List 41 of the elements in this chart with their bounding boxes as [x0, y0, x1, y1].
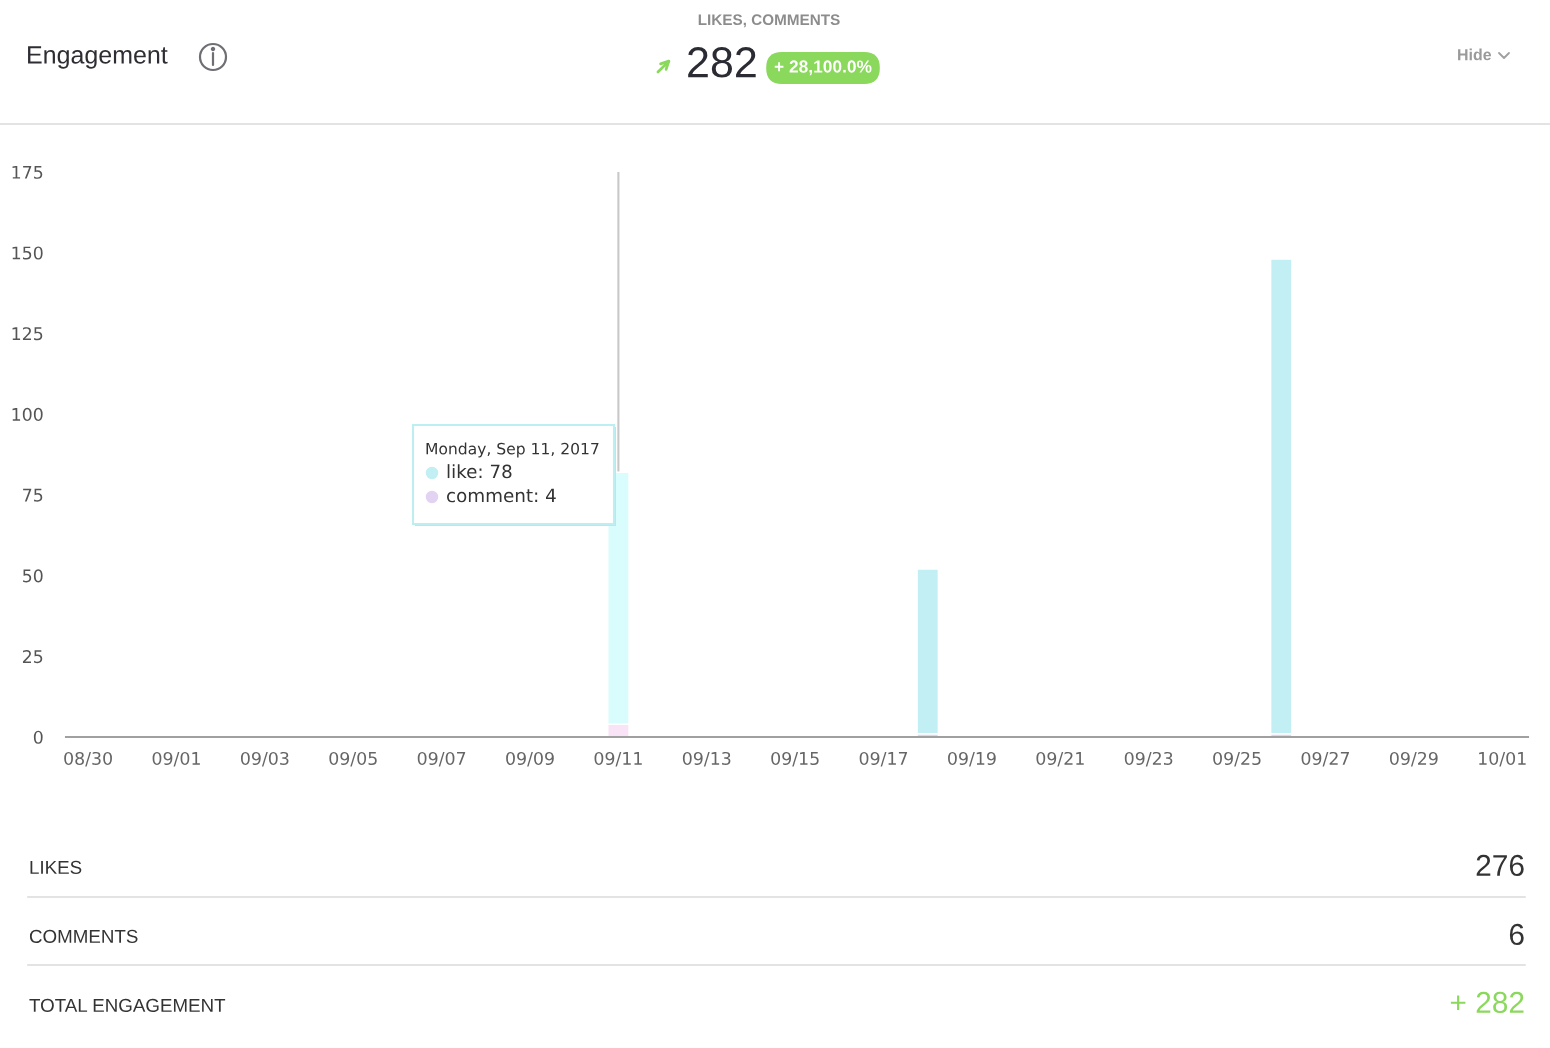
text: Hide [1458, 48, 1492, 61]
x-tick-label: 09/09 [506, 751, 554, 767]
x-tick-label: 09/21 [1036, 751, 1084, 767]
text: 282 [688, 47, 756, 78]
x-tick-label: 09/19 [948, 751, 996, 767]
x-tick-label: 10/01 [1479, 751, 1526, 767]
x-tick-label: 09/01 [152, 751, 200, 767]
y-tick-label: 100 [12, 407, 43, 421]
x-tick-label: 09/23 [1124, 751, 1173, 767]
y-tick-label: 50 [23, 569, 43, 583]
y-tick-label: 150 [12, 246, 43, 260]
x-tick-label: 09/07 [417, 751, 466, 767]
x-tick-label: 09/25 [1213, 751, 1261, 767]
text: + 28,100.0% [774, 60, 872, 76]
y-tick-label: 125 [12, 327, 43, 341]
text: COMMENTS [29, 929, 138, 944]
x-tick-label: 09/17 [859, 751, 908, 767]
x-tick-label: 09/27 [1301, 751, 1349, 767]
chart-subtitle: LIKES, COMMENTS [698, 14, 840, 28]
bar [1269, 258, 1293, 735]
text: TOTAL ENGAGEMENT [29, 998, 226, 1013]
text: + 282 [1450, 991, 1524, 1014]
x-tick-label: 09/29 [1389, 751, 1438, 767]
x-tick-label: 09/11 [594, 751, 642, 767]
text: 6 [1509, 923, 1524, 946]
x-tick-label: 09/15 [771, 751, 819, 767]
annotation: Monday, Sep 11, 2017 [426, 442, 599, 458]
y-tick-label: 175 [12, 165, 43, 179]
bar [916, 568, 940, 735]
text: 276 [1476, 854, 1524, 877]
x-tick-label: 09/05 [329, 751, 377, 767]
x-tick-label: 09/13 [682, 751, 731, 767]
text: LIKES [30, 860, 82, 875]
annotation: comment: 4 [447, 488, 556, 503]
x-tick-label: 09/03 [240, 751, 289, 767]
chart-title: Engagement [28, 46, 168, 69]
y-tick-label: 0 [33, 730, 43, 744]
annotation: like: 78 [447, 464, 512, 479]
x-tick-label: 08/30 [64, 751, 112, 767]
y-tick-label: 25 [22, 650, 43, 664]
y-tick-label: 75 [23, 488, 43, 502]
